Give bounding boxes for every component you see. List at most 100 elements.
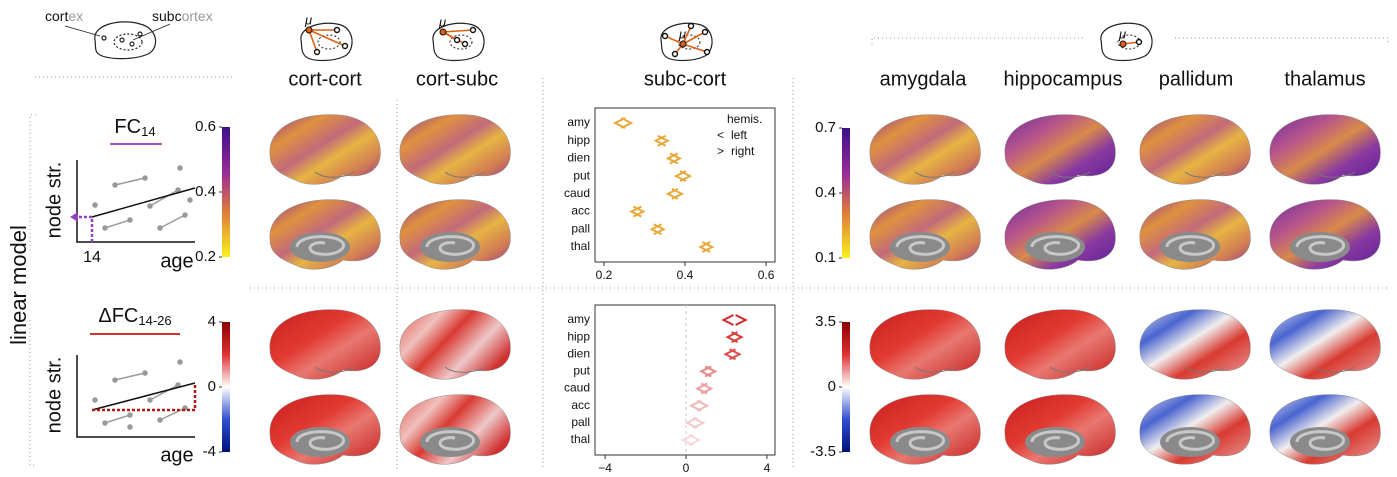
brain-medial	[1140, 395, 1251, 465]
column-header: hippocampus	[1004, 68, 1123, 90]
brain-medial	[400, 395, 511, 465]
brain-medial	[400, 200, 511, 270]
y-tick-label: thal	[571, 239, 590, 253]
plot-frame	[595, 305, 775, 455]
colorbar-tick-label: 0	[828, 378, 836, 395]
mu-label: μ	[438, 14, 446, 29]
y-tick-label: caud	[564, 381, 590, 395]
brain-lateral	[1270, 115, 1381, 185]
column-header: cort-cort	[288, 68, 362, 90]
x-marker-label: 14	[83, 249, 101, 266]
icon-node	[703, 30, 708, 35]
brain-medial	[870, 200, 981, 270]
marker	[633, 207, 643, 217]
brain-medial	[1005, 395, 1116, 465]
brain-lateral	[1270, 310, 1381, 380]
brain-medial	[1270, 200, 1381, 270]
marker	[672, 189, 682, 199]
brain-medial	[270, 395, 381, 465]
icon-node	[343, 44, 348, 49]
icon-node	[663, 34, 668, 39]
brain-lateral	[400, 115, 511, 185]
column-header: pallidum	[1159, 68, 1233, 90]
x-tick-label: 4	[764, 461, 771, 475]
icon-node	[680, 41, 686, 47]
y-tick-label: dien	[567, 346, 590, 360]
y-tick-label: amy	[567, 312, 590, 326]
row-title: FC14	[114, 116, 155, 139]
icon-node	[471, 28, 476, 33]
colorbar-tick-label: -3.5	[810, 443, 836, 460]
marker	[621, 118, 631, 128]
brain-surface	[1270, 115, 1381, 185]
colorbar	[842, 322, 850, 452]
column-header: subc-cort	[644, 68, 727, 90]
icon-node	[689, 24, 694, 29]
icon-node	[463, 42, 468, 47]
marker	[680, 171, 690, 181]
column-header: thalamus	[1284, 68, 1365, 90]
mu-icon: μ	[1101, 23, 1152, 60]
brain-lateral	[1005, 310, 1116, 380]
mu-label: μ	[678, 26, 686, 41]
schematic-plot	[77, 355, 195, 437]
y-axis-label: node str.	[43, 357, 65, 434]
colorbar-tick-label: 3.5	[815, 313, 836, 330]
row-title: ΔFC14-26	[98, 305, 171, 328]
mu-icon: μ	[301, 12, 352, 60]
marker	[701, 384, 711, 394]
icon-node	[455, 38, 460, 43]
y-tick-label: caud	[564, 186, 590, 200]
icon-node	[315, 50, 320, 55]
colorbar-tick-label: 0.1	[815, 249, 836, 266]
colorbar-tick-label: 0.2	[195, 248, 216, 265]
x-axis-label: age	[160, 250, 193, 272]
legend-label: left	[731, 128, 748, 142]
brain-lateral	[400, 310, 511, 380]
brain-surface	[870, 310, 981, 380]
brain-lateral	[870, 310, 981, 380]
column-header: cort-subc	[416, 68, 498, 90]
subcortex-label: subcortex	[152, 8, 213, 24]
icon-edge	[683, 44, 707, 52]
icon-node	[306, 27, 312, 33]
legend-title: hemis.	[727, 112, 762, 126]
legend-marker: <	[717, 128, 724, 142]
x-tick-label: −4	[598, 461, 612, 475]
brain-medial	[1270, 395, 1381, 465]
mu-icon: μ	[433, 14, 484, 60]
brain-lateral	[870, 115, 981, 185]
icon-node	[335, 28, 340, 33]
brain-medial	[870, 395, 981, 465]
legend-label: right	[731, 144, 755, 158]
colorbar-tick-label: 0.7	[815, 119, 836, 136]
y-tick-label: dien	[567, 151, 590, 165]
y-tick-label: acc	[571, 398, 590, 412]
brain-medial	[270, 200, 381, 270]
brain-surface	[1140, 310, 1251, 380]
cortex-label: cortex	[45, 8, 83, 24]
brain-lateral	[270, 115, 381, 185]
y-tick-label: hipp	[567, 329, 590, 343]
brain-surface	[270, 115, 381, 185]
brain-surface	[1140, 115, 1251, 185]
brain-maps	[270, 115, 1381, 465]
legend-marker: >	[717, 144, 724, 158]
brain-lateral	[1005, 115, 1116, 185]
colorbar-tick-label: 0	[208, 378, 216, 395]
bracket	[30, 115, 36, 465]
colorbar-tick-label: 0.6	[195, 118, 216, 135]
x-tick-label: 0.4	[677, 268, 694, 282]
marker	[654, 224, 664, 234]
brain-surface	[870, 115, 981, 185]
icon-outline	[1101, 23, 1152, 60]
y-tick-label: put	[573, 168, 590, 182]
colorbar-tick-label: -4	[203, 443, 216, 460]
y-tick-label: pall	[571, 415, 590, 429]
mu-label: μ	[1118, 26, 1126, 41]
y-tick-label: acc	[571, 204, 590, 218]
marker	[702, 242, 712, 252]
x-tick-label: 0.6	[758, 268, 775, 282]
